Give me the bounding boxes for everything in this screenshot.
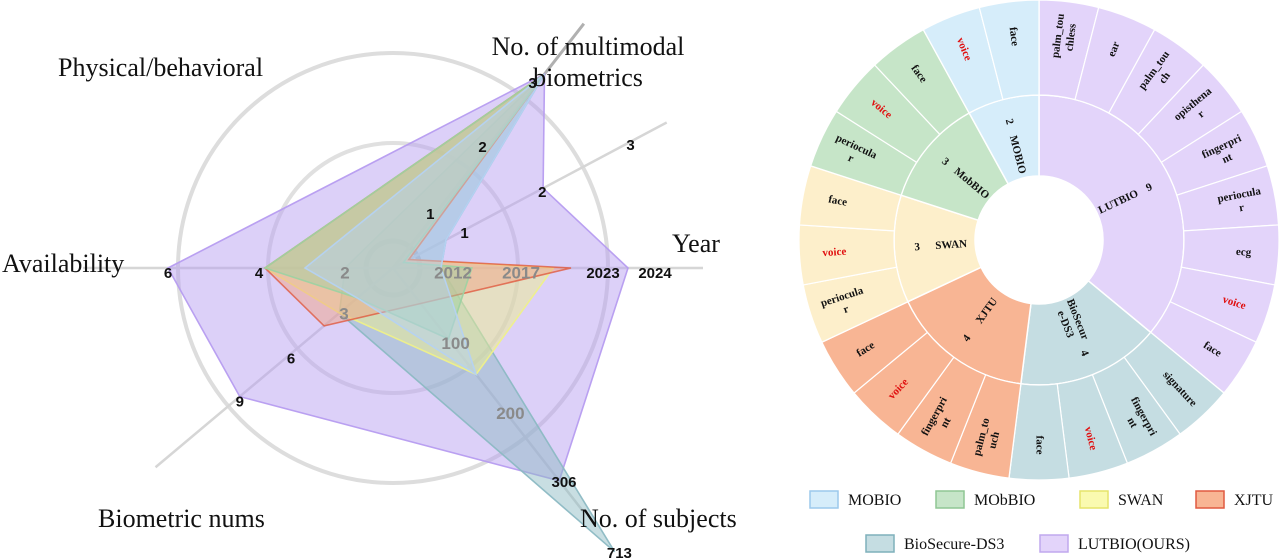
radar-axis-title-year: Year <box>672 229 720 258</box>
radar-axis-title-availability: Availability <box>2 249 124 278</box>
radar-axis-line-5 <box>154 267 394 469</box>
legend-label-mobbio: MObBIO <box>974 492 1035 509</box>
radar-axis-title-biometric-nums: Biometric nums <box>98 504 265 533</box>
sunburst-modality-mobio-face: face <box>1007 26 1021 46</box>
radar-axis-title-subjects: No. of subjects <box>580 504 737 533</box>
sunburst-modality-swan-voice: voice <box>822 246 847 259</box>
radar-axis-titles: Physical/behavioral No. of multimodal biom… <box>2 32 737 533</box>
radar-axis-title-physical-behavioral: Physical/behavioral <box>58 53 263 82</box>
sunburst-modality-lutbio-ear: ear <box>1106 40 1123 59</box>
radar-axis-line-4 <box>392 267 585 514</box>
radar-tick-availability-4: 4 <box>255 265 264 282</box>
legend-label-xjtu: XJTU <box>1234 492 1274 509</box>
radar-tick-biometric-nums-6: 6 <box>287 350 295 367</box>
radar-series-layer <box>166 72 629 553</box>
radar-tick-no-of-subjects-100: 100 <box>441 334 469 353</box>
sunburst-dataset-label-swan: SWAN <box>935 238 968 252</box>
sunburst-count-biosecur-e-ds3: 4 <box>1078 348 1091 358</box>
radar-tick-availability-6: 6 <box>164 265 172 282</box>
radar-tick-no-of-multimodal-biometrics-2: 2 <box>538 184 546 201</box>
legend-swatch-lutbio-ours <box>1039 534 1069 553</box>
radar-tick-physical-behavioral-2: 2 <box>478 139 486 156</box>
radar-tick-year-2023: 2023 <box>586 265 619 282</box>
legend-label-mobio: MOBIO <box>848 492 901 509</box>
radar-tick-biometric-nums-9: 9 <box>236 394 244 411</box>
sunburst-count-swan: 3 <box>914 241 921 253</box>
sunburst-modality-biosecur-e-ds3-face: face <box>1033 436 1045 455</box>
legend-swatch-swan <box>1079 490 1109 509</box>
sunburst-modality-biosecur-e-ds3-voice: voice <box>1082 425 1100 451</box>
sunburst-modality-swan-face: face <box>827 193 848 208</box>
legend-swatch-xjtu <box>1195 490 1225 509</box>
legend-swatch-biosecure-ds3 <box>865 534 895 553</box>
legend: MOBIO MObBIO SWAN XJTU BioSecure-DS3 LUTBIO(O… <box>809 490 1274 553</box>
sunburst-count-mobio: 2 <box>1003 118 1016 127</box>
legend-label-swan: SWAN <box>1118 492 1164 509</box>
radar-tick-no-of-multimodal-biometrics-1: 1 <box>460 225 468 242</box>
sunburst-modality-lutbio-palm-tou-chless: palm_touchless <box>1049 13 1079 60</box>
radar-axis-line-2 <box>392 121 668 270</box>
radar-tick-year-2012: 2012 <box>434 263 472 282</box>
radar-tick-no-of-subjects-306: 306 <box>551 474 576 491</box>
radar-axis-title-multimodal: No. of multimodal biometrics <box>492 32 685 92</box>
radar-tick-labels: 1 2 3 1 2 3 2012 2017 2023 2024 100 200 306 713 3 6 9 2 4 6 <box>164 75 673 559</box>
radar-axis-line-1 <box>391 22 586 269</box>
radar-tick-physical-behavioral-3: 3 <box>528 75 536 92</box>
radar-tick-availability-2: 2 <box>340 263 349 282</box>
sunburst-count-lutbio: 9 <box>1144 181 1155 194</box>
sunburst-segment-mobio-face <box>978 0 1040 101</box>
radar-chart: 1 2 3 1 2 3 2012 2017 2023 2024 100 200 306 713 3 6 9 2 4 6… <box>2 22 737 559</box>
legend-label-lutbio-ours: LUTBIO(OURS) <box>1078 536 1190 553</box>
radar-tick-biometric-nums-3: 3 <box>339 305 348 324</box>
radar-tick-no-of-subjects-200: 200 <box>496 404 524 423</box>
legend-swatch-mobbio <box>935 490 965 509</box>
radar-grid <box>83 22 703 514</box>
radar-tick-year-2024: 2024 <box>638 265 672 282</box>
sunburst-count-xjtu: 4 <box>960 332 973 344</box>
sunburst-modality-lutbio-ecg: ecg <box>1236 246 1252 259</box>
radar-series-mobio <box>303 73 546 377</box>
radar-tick-no-of-subjects-713: 713 <box>607 545 632 559</box>
radar-tick-year-2017: 2017 <box>502 263 540 282</box>
radar-tick-no-of-multimodal-biometrics-3: 3 <box>626 137 634 154</box>
legend-swatch-mobio <box>809 490 839 509</box>
radar-tick-physical-behavioral-1: 1 <box>426 206 434 223</box>
legend-label-biosecure-ds3: BioSecure-DS3 <box>904 536 1004 553</box>
radar-series-mobbio <box>263 73 546 340</box>
radar-series-lutbio-ours <box>166 72 629 482</box>
